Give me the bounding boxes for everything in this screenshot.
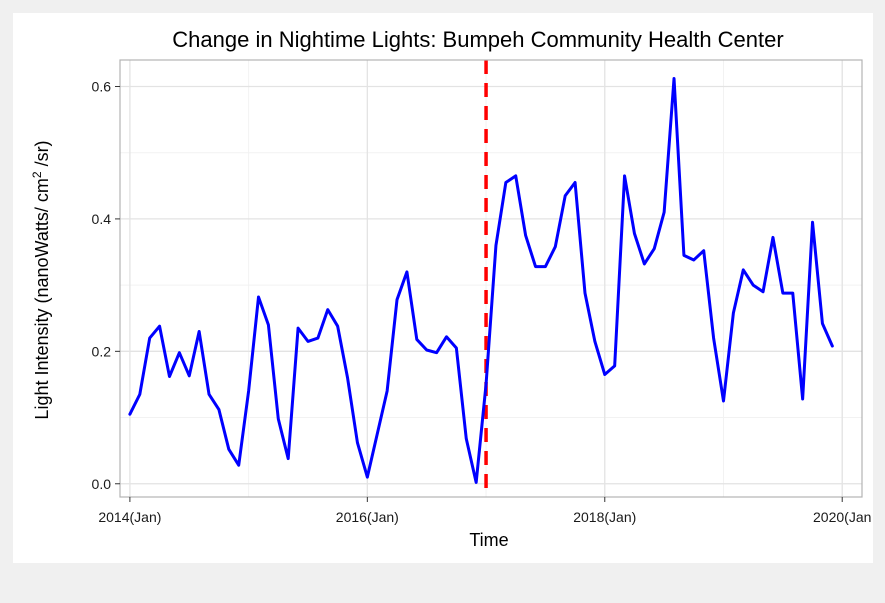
x-tick-label: 2014(Jan) — [98, 509, 161, 525]
y-tick-label: 0.0 — [92, 476, 112, 492]
y-axis-ticks: 0.0 0.2 0.4 0.6 — [92, 78, 120, 492]
x-axis-label: Time — [469, 530, 508, 550]
x-tick-label: 2020(Jan — [813, 509, 871, 525]
x-axis-ticks: 2014(Jan) 2016(Jan) 2018(Jan) 2020(Jan — [98, 497, 871, 525]
chart-title: Change in Nightime Lights: Bumpeh Commun… — [172, 27, 783, 52]
y-axis-label: Light Intensity (nanoWatts/ cm2 /sr) — [30, 140, 52, 419]
plot-panel-border — [119, 59, 863, 498]
y-tick-label: 0.2 — [92, 343, 112, 359]
y-axis-label-main: Light Intensity (nanoWatts/ cm — [32, 178, 52, 419]
x-tick-label: 2018(Jan) — [573, 509, 636, 525]
y-tick-label: 0.6 — [92, 78, 112, 94]
series-line — [128, 77, 834, 484]
y-axis-label-tail: /sr) — [32, 140, 52, 171]
x-tick-label: 2016(Jan) — [336, 509, 399, 525]
gridlines — [120, 60, 862, 497]
y-axis-label-superscript: 2 — [30, 171, 44, 178]
y-tick-label: 0.4 — [92, 211, 112, 227]
series-layer — [128, 77, 834, 484]
chart-background — [13, 13, 873, 563]
